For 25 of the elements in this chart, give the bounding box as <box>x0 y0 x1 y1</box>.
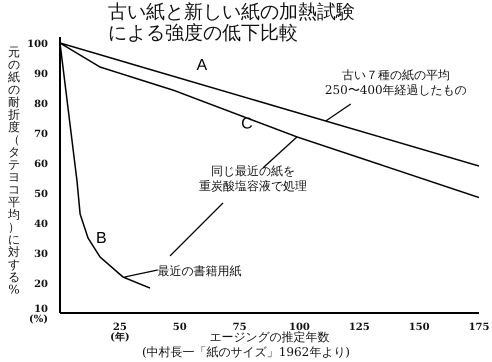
y-tick-label: 10 (%) <box>29 304 48 325</box>
y-tick-label: 80 <box>34 99 48 110</box>
y-tick-label: 30 <box>34 249 48 260</box>
y-tick-label: 100 <box>27 39 48 50</box>
y-tick-label: 70 <box>34 129 48 140</box>
x-tick-label: 50 <box>172 322 187 333</box>
x-tick-label: 75 <box>232 322 247 333</box>
annotation: 古い７種の紙の平均250〜400年経過したもの <box>324 68 467 97</box>
x-axis-title: エージングの推定年数 <box>210 330 330 344</box>
x-tick-label: 150 <box>408 322 430 333</box>
y-tick-label: 50 <box>34 189 48 200</box>
annotation: 同じ最近の紙を重炭酸塩容液で処理 <box>199 164 308 193</box>
x-tick-label: 25 (年) <box>110 322 130 343</box>
series-label: A <box>196 57 208 74</box>
y-tick-label: 60 <box>34 159 48 170</box>
annotation: 最近の書籍用紙 <box>158 264 242 278</box>
x-tick-label: 125 <box>348 322 370 333</box>
y-tick-label: 90 <box>34 69 48 80</box>
text: 元の紙の耐折度（タテヨコ平均）に対する% <box>8 45 20 296</box>
y-tick-label: 40 <box>34 219 48 230</box>
chart-title: 古い紙と新しい紙の加熱試験による強度の低下比較 <box>108 1 355 44</box>
x-tick-label: 175 <box>468 322 490 333</box>
series-label: B <box>96 230 107 247</box>
text: (中村長一「紙のサイズ」1962年より) <box>141 344 351 361</box>
y-tick-label: 20 <box>34 279 48 290</box>
